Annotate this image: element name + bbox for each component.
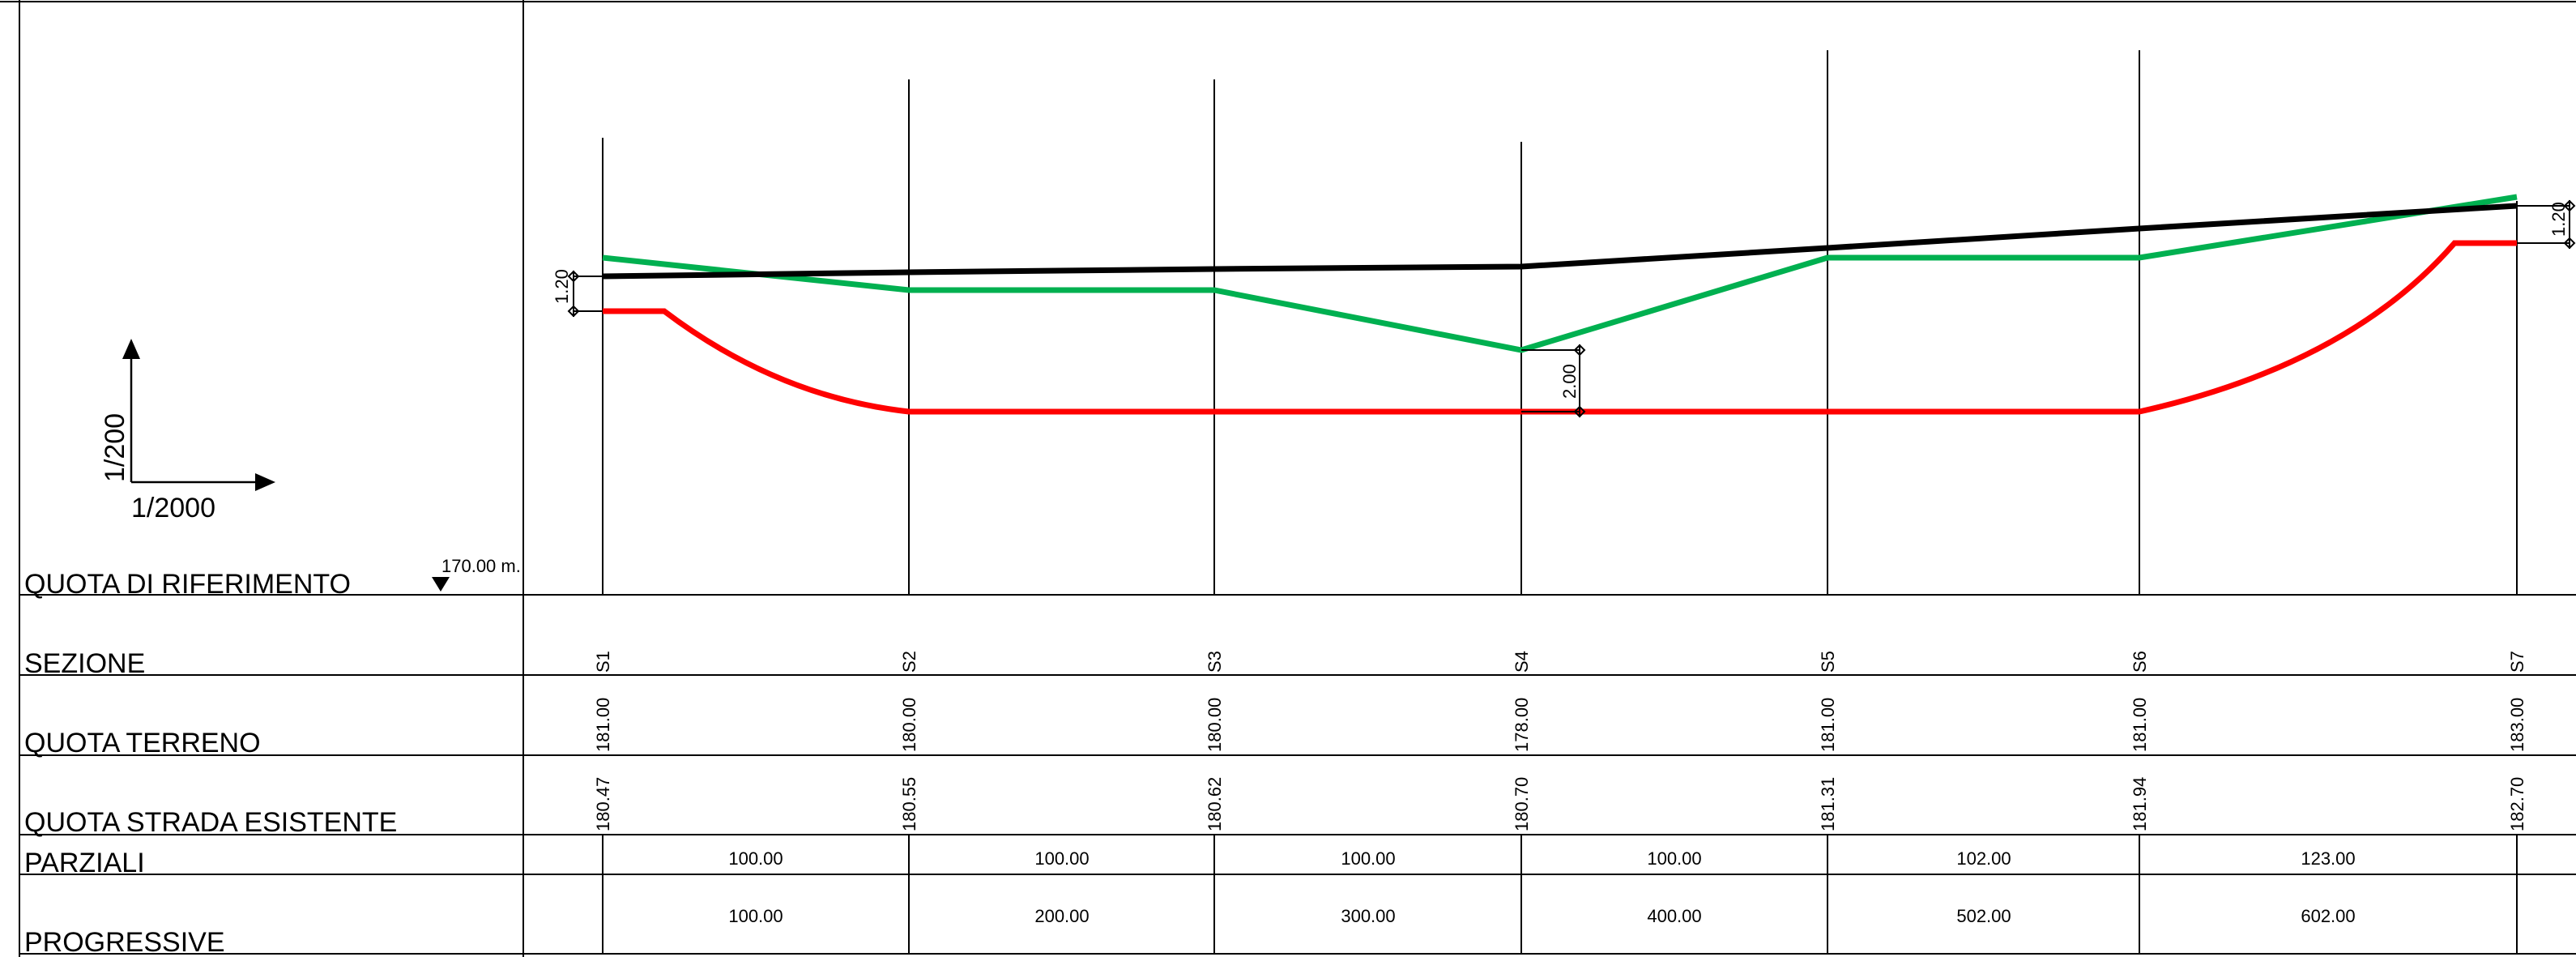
progressive-distance: 300.00 [1341,906,1395,926]
dimension-right [2517,199,2576,250]
partial-distance: 100.00 [1034,848,1089,869]
terrain-elevations: 181.00 180.00 180.00 178.00 181.00 181.0… [593,698,2527,752]
dimension-right-label: 1.20 [2548,202,2569,237]
terrain-elevation: 178.00 [1512,698,1532,752]
scale-vertical-label: 1/200 [100,413,130,482]
section-name: S5 [1818,651,1838,673]
terrain-elevation: 181.00 [593,698,613,752]
progressive-distance: 502.00 [1956,906,2011,926]
progressive-distance: 200.00 [1034,906,1089,926]
road-elevation: 182.70 [2507,777,2527,831]
partial-distance: 100.00 [728,848,783,869]
terrain-elevation: 183.00 [2507,698,2527,752]
section-lines [602,50,2518,595]
road-elevation: 181.94 [2130,777,2150,831]
section-name: S3 [1205,651,1225,673]
partial-distance: 100.00 [1341,848,1395,869]
partial-distance: 102.00 [1956,848,2011,869]
progressive-distances: 100.00 200.00 300.00 400.00 502.00 602.0… [728,906,2355,926]
dimension-middle-label: 2.00 [1559,364,1580,399]
scale-horizontal-label: 1/2000 [131,493,215,523]
section-name: S4 [1512,651,1532,673]
road-profile-line [602,203,2518,280]
section-name: S2 [899,651,919,673]
terrain-elevation: 181.00 [1818,698,1838,752]
terrain-elevation: 181.00 [2130,698,2150,752]
row-label-progressive: PROGRESSIVE [24,927,225,957]
row-label-reference: QUOTA DI RIFERIMENTO [24,569,351,600]
road-elevation: 180.62 [1205,777,1225,831]
row-label-quota-strada: QUOTA STRADA ESISTENTE [24,807,397,838]
terrain-elevation: 180.00 [899,698,919,752]
road-elevations: 180.47 180.55 180.62 180.70 181.31 181.9… [593,777,2527,831]
scale-indicator [122,339,275,491]
progressive-distance: 400.00 [1647,906,1701,926]
dimension-middle [1521,344,1586,418]
road-elevation: 180.47 [593,777,613,831]
row-label-parziali: PARZIALI [24,848,145,878]
section-names: S1 S2 S3 S4 S5 S6 S7 [593,651,2527,673]
dimension-left [567,270,603,318]
row-label-quota-terreno: QUOTA TERRENO [24,728,261,758]
excavation-profile-line [603,240,2517,415]
progressive-distance: 602.00 [2301,906,2355,926]
dimension-left-label: 1.20 [552,269,572,304]
partial-distance: 100.00 [1647,848,1701,869]
section-name: S6 [2130,651,2150,673]
terrain-elevation: 180.00 [1205,698,1225,752]
road-elevation: 180.55 [899,777,919,831]
progressive-distance: 100.00 [728,906,783,926]
row-label-sezione: SEZIONE [24,648,145,679]
section-name: S1 [593,651,613,673]
section-name: S7 [2507,651,2527,673]
partial-distances: 100.00 100.00 100.00 100.00 102.00 123.0… [728,848,2355,869]
partial-distance: 123.00 [2301,848,2355,869]
reference-value: 170.00 m. [441,556,521,576]
road-elevation: 181.31 [1818,777,1838,831]
table-grid [19,594,2576,955]
road-elevation: 180.70 [1512,777,1532,831]
reference-triangle-icon [432,577,450,592]
